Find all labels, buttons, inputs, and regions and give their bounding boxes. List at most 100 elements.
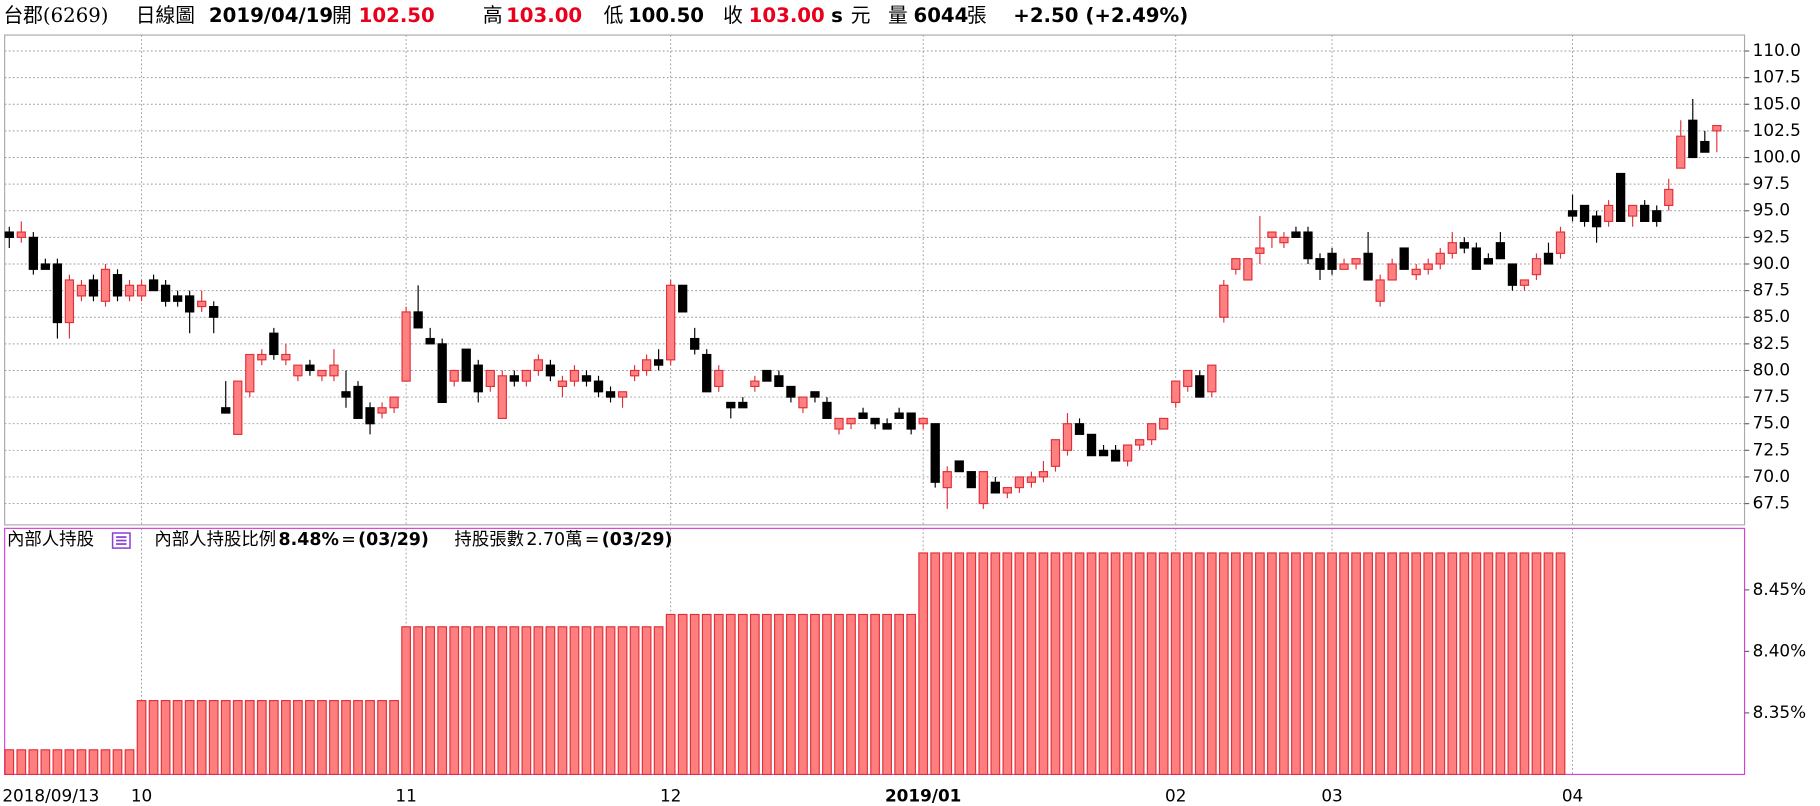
date: 2019/04/19 (209, 4, 333, 27)
candle-body (846, 417, 856, 425)
candle-body (1712, 124, 1722, 132)
bar (822, 613, 832, 776)
candle-body (389, 396, 399, 409)
candle-body (894, 412, 904, 419)
bar (978, 552, 989, 776)
bar (665, 613, 676, 776)
candle-body (858, 412, 868, 419)
candle-body (942, 471, 952, 489)
candle-body (413, 311, 423, 329)
candle-body (1519, 279, 1530, 286)
bar (725, 613, 736, 776)
candle-body (245, 353, 255, 393)
candle-body (52, 263, 63, 324)
candle-body (233, 380, 243, 435)
candle-body (641, 359, 652, 372)
y-tick-label: 85.0 (1753, 306, 1790, 326)
candle-body (882, 423, 892, 430)
candle-body (738, 401, 748, 409)
candle-body (1026, 476, 1037, 483)
candle-body (449, 369, 459, 382)
candle-body (834, 417, 844, 430)
bar (365, 700, 375, 776)
bar (858, 613, 868, 776)
bar (184, 700, 195, 776)
candle-body (377, 407, 387, 414)
candle-body (1423, 263, 1433, 270)
bar (329, 700, 339, 776)
candle-body (605, 391, 616, 398)
bar (124, 749, 135, 776)
bar (1315, 552, 1325, 776)
bar (341, 700, 351, 776)
candle-body (112, 274, 123, 297)
candle-body (124, 284, 135, 297)
bar (437, 626, 448, 776)
candle-body (1243, 258, 1253, 281)
bar (737, 613, 748, 776)
bar (1267, 552, 1277, 776)
candle-body (1652, 210, 1662, 222)
bar (1086, 552, 1097, 776)
bar (810, 613, 820, 776)
bar (1459, 552, 1470, 776)
candle-body (437, 343, 447, 404)
candle-body (425, 337, 435, 345)
candle-body (76, 284, 87, 297)
candle-body (1700, 140, 1710, 153)
candle-body (1640, 204, 1650, 222)
x-tick-label: 2019/01 (885, 785, 961, 805)
candle-body (762, 369, 772, 382)
bar (713, 613, 724, 776)
candle-body (1591, 215, 1602, 228)
bar (1158, 552, 1169, 776)
candle-body (353, 385, 363, 419)
bar (268, 700, 279, 776)
candle-body (1507, 263, 1518, 286)
bar (76, 749, 87, 776)
bar (1230, 552, 1241, 776)
bar (1014, 552, 1025, 776)
candle-body (341, 391, 351, 398)
candle-body (798, 396, 808, 409)
bar (846, 613, 856, 776)
bar (160, 700, 171, 776)
bar (677, 613, 688, 776)
bar (1423, 552, 1434, 776)
bar (930, 552, 941, 776)
candle-body (1062, 423, 1073, 451)
y-tick-label: 8.35% (1753, 702, 1806, 722)
candle-body (1279, 236, 1289, 244)
bar (761, 613, 772, 776)
bar (16, 749, 27, 776)
bar (1387, 552, 1398, 776)
candle-body (653, 359, 664, 366)
bar (689, 613, 700, 776)
bar (1194, 552, 1205, 776)
volume-value: 6044 (913, 4, 968, 27)
bar (1555, 552, 1566, 776)
bar (100, 749, 111, 776)
bar (1435, 552, 1446, 776)
bar (1291, 552, 1301, 776)
candle-body (1615, 172, 1626, 222)
bar (449, 626, 460, 776)
candle-body (1183, 369, 1193, 388)
bar (1495, 552, 1506, 776)
candle-body (1110, 449, 1121, 462)
candle-body (1543, 252, 1554, 265)
candle-body (88, 279, 99, 297)
candle-body (509, 375, 519, 382)
candle-body (990, 481, 1000, 494)
bar (413, 626, 424, 776)
candle-body (521, 369, 532, 382)
bar (798, 613, 808, 776)
bar (1519, 552, 1530, 776)
bar (1122, 552, 1133, 776)
bar (64, 749, 75, 776)
candle-body (774, 375, 784, 388)
candle-body (726, 401, 736, 409)
candle-body (1339, 263, 1349, 270)
